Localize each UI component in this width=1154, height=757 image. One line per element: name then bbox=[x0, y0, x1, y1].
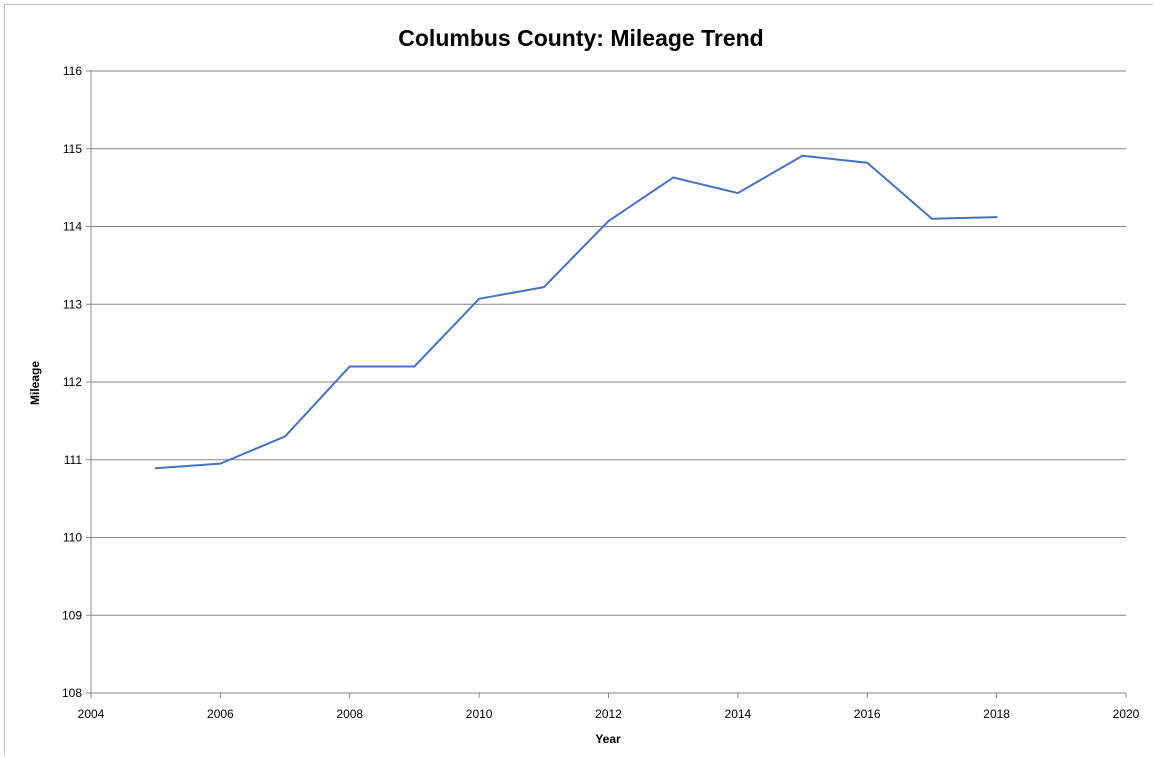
y-tick-label: 115 bbox=[63, 142, 82, 156]
data-point bbox=[542, 286, 545, 289]
tick-labels: 108 109 110 111 112 113 114 115 116 2004 2006 2008 2… bbox=[62, 64, 1140, 721]
y-tick-label: 110 bbox=[63, 531, 82, 545]
series-layer bbox=[154, 154, 998, 470]
data-point bbox=[995, 216, 998, 219]
x-axis-label: Year bbox=[595, 732, 621, 746]
chart-frame bbox=[4, 4, 1153, 756]
x-tick-label: 2014 bbox=[725, 707, 752, 721]
data-point bbox=[284, 435, 287, 438]
y-tick-label: 116 bbox=[63, 64, 82, 78]
data-point bbox=[672, 176, 675, 179]
y-tick-label: 114 bbox=[63, 220, 82, 234]
x-tick-label: 2016 bbox=[854, 707, 881, 721]
data-point bbox=[154, 467, 157, 470]
x-tick-label: 2004 bbox=[78, 707, 105, 721]
x-tick-label: 2010 bbox=[466, 707, 493, 721]
data-point bbox=[219, 462, 222, 465]
data-point bbox=[413, 365, 416, 368]
data-point bbox=[607, 220, 610, 223]
x-tick-label: 2018 bbox=[983, 707, 1010, 721]
axes bbox=[86, 70, 1127, 698]
data-point bbox=[348, 365, 351, 368]
gridlines bbox=[91, 70, 1126, 616]
data-point bbox=[736, 192, 739, 195]
x-tick-label: 2008 bbox=[336, 707, 363, 721]
chart-title: Columbus County: Mileage Trend bbox=[398, 25, 763, 51]
x-tick-label: 2012 bbox=[595, 707, 622, 721]
data-point bbox=[930, 217, 933, 220]
x-tick-label: 2020 bbox=[1113, 707, 1140, 721]
y-tick-label: 111 bbox=[64, 453, 83, 467]
data-point bbox=[478, 297, 481, 300]
data-point bbox=[866, 161, 869, 164]
data-point bbox=[801, 154, 804, 157]
y-axis-label: Mileage bbox=[28, 361, 42, 405]
y-tick-label: 113 bbox=[63, 297, 82, 311]
y-tick-label: 112 bbox=[63, 375, 82, 389]
y-tick-label: 108 bbox=[62, 686, 82, 700]
series-line bbox=[155, 154, 997, 470]
y-tick-label: 109 bbox=[62, 608, 82, 622]
x-tick-label: 2006 bbox=[207, 707, 234, 721]
